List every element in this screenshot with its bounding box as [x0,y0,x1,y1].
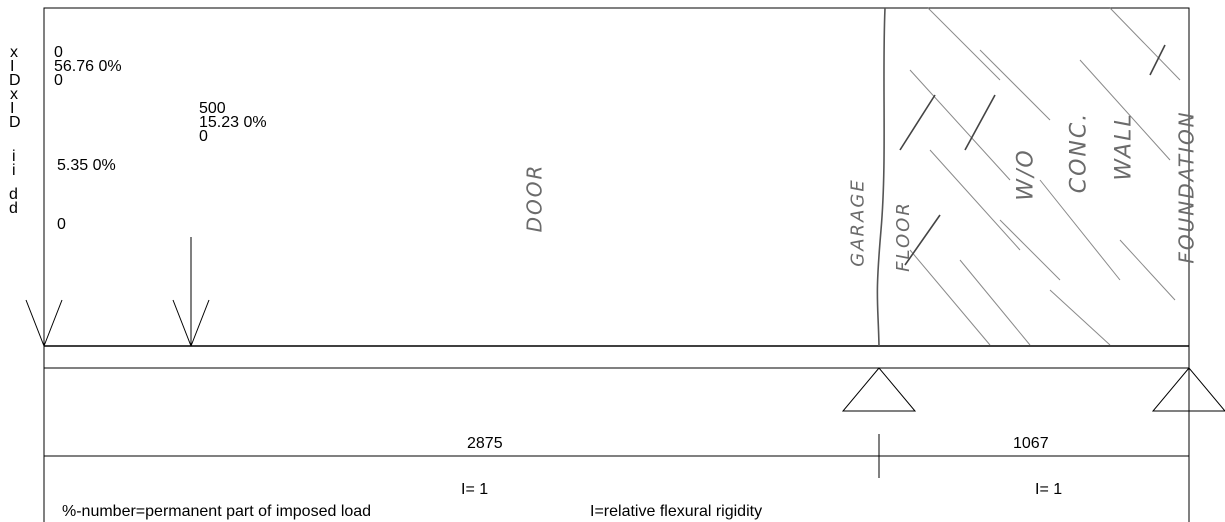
load-1-position: 500 [199,100,226,117]
axis-label-x-1: x [10,44,18,61]
load-1-value: 15.23 0% [199,114,267,131]
handwritten-door: DOOR [522,163,547,233]
point-load-arrow-1 [172,237,210,347]
support-triangle-1 [841,367,917,412]
pencil-wall-line [876,7,886,347]
load-0-position: 0 [54,44,63,61]
pencil-slash-marks [899,44,1166,266]
handwritten-garage: GARAGE [847,178,869,267]
axis-label-i-4: i [12,162,16,179]
pencil-hatching [909,7,1181,346]
load-1-offset: 0 [199,128,208,145]
support-triangle-2 [1151,367,1225,412]
handwritten-floor: FLOOR [892,201,914,272]
axis-label-d-1: D [9,72,21,89]
span-1-length: 2875 [467,435,503,452]
axis-label-x-2: x [10,86,18,103]
legend-rigidity-note: I=relative flexural rigidity [590,503,763,520]
legend-percent-note: %-number=permanent part of imposed load [62,503,372,520]
axis-label-d-2: D [9,114,21,131]
axis-label-d-3: d [9,186,18,203]
handwritten-wall-line2: CONC. [1066,111,1092,194]
axis-label-i-3: i [12,148,16,165]
load-0-value-2: 5.35 0% [57,157,116,174]
axis-label-i-1: I [10,58,15,75]
span-2-length: 1067 [1013,435,1049,452]
handwritten-foundation: FOUNDATION [1174,110,1199,264]
handwritten-wall-line1: W/O [1013,148,1039,201]
load-0-offset: 0 [54,72,63,89]
load-0-value: 56.76 0% [54,58,122,75]
load-0-offset-2: 0 [57,216,66,233]
axis-label-i-2: I [10,100,15,117]
span-2-rigidity: I= 1 [1035,481,1063,498]
handwritten-wall-line3: WALL [1111,112,1137,181]
axis-label-d-4: d [9,200,18,217]
span-1-rigidity: I= 1 [461,481,489,498]
point-load-arrow-0 [25,8,63,347]
